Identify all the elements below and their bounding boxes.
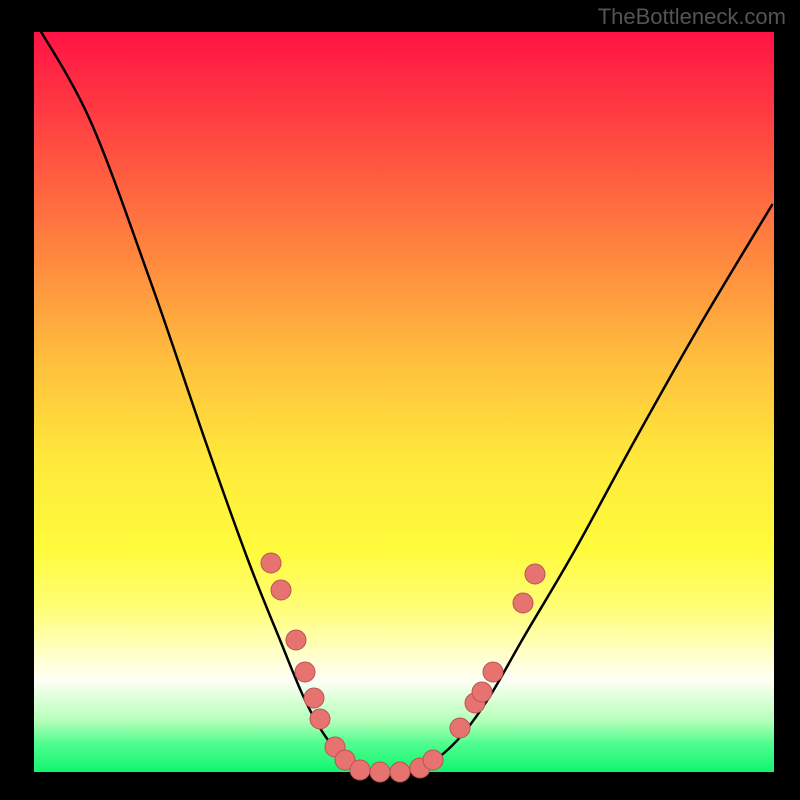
data-marker bbox=[304, 688, 324, 708]
data-marker bbox=[286, 630, 306, 650]
data-marker bbox=[483, 662, 503, 682]
plot-background bbox=[34, 32, 774, 772]
bottleneck-chart bbox=[0, 0, 800, 800]
chart-frame: TheBottleneck.com bbox=[0, 0, 800, 800]
data-marker bbox=[450, 718, 470, 738]
data-marker bbox=[390, 762, 410, 782]
data-marker bbox=[261, 553, 281, 573]
data-marker bbox=[370, 762, 390, 782]
data-marker bbox=[513, 593, 533, 613]
data-marker bbox=[350, 760, 370, 780]
data-marker bbox=[525, 564, 545, 584]
watermark-text: TheBottleneck.com bbox=[598, 4, 786, 30]
data-marker bbox=[310, 709, 330, 729]
data-marker bbox=[472, 682, 492, 702]
data-marker bbox=[271, 580, 291, 600]
data-marker bbox=[423, 750, 443, 770]
data-marker bbox=[295, 662, 315, 682]
